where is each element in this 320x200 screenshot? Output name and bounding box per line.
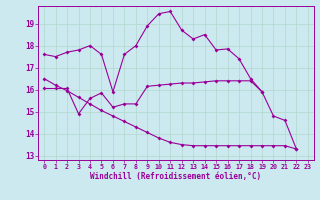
X-axis label: Windchill (Refroidissement éolien,°C): Windchill (Refroidissement éolien,°C) (91, 172, 261, 181)
